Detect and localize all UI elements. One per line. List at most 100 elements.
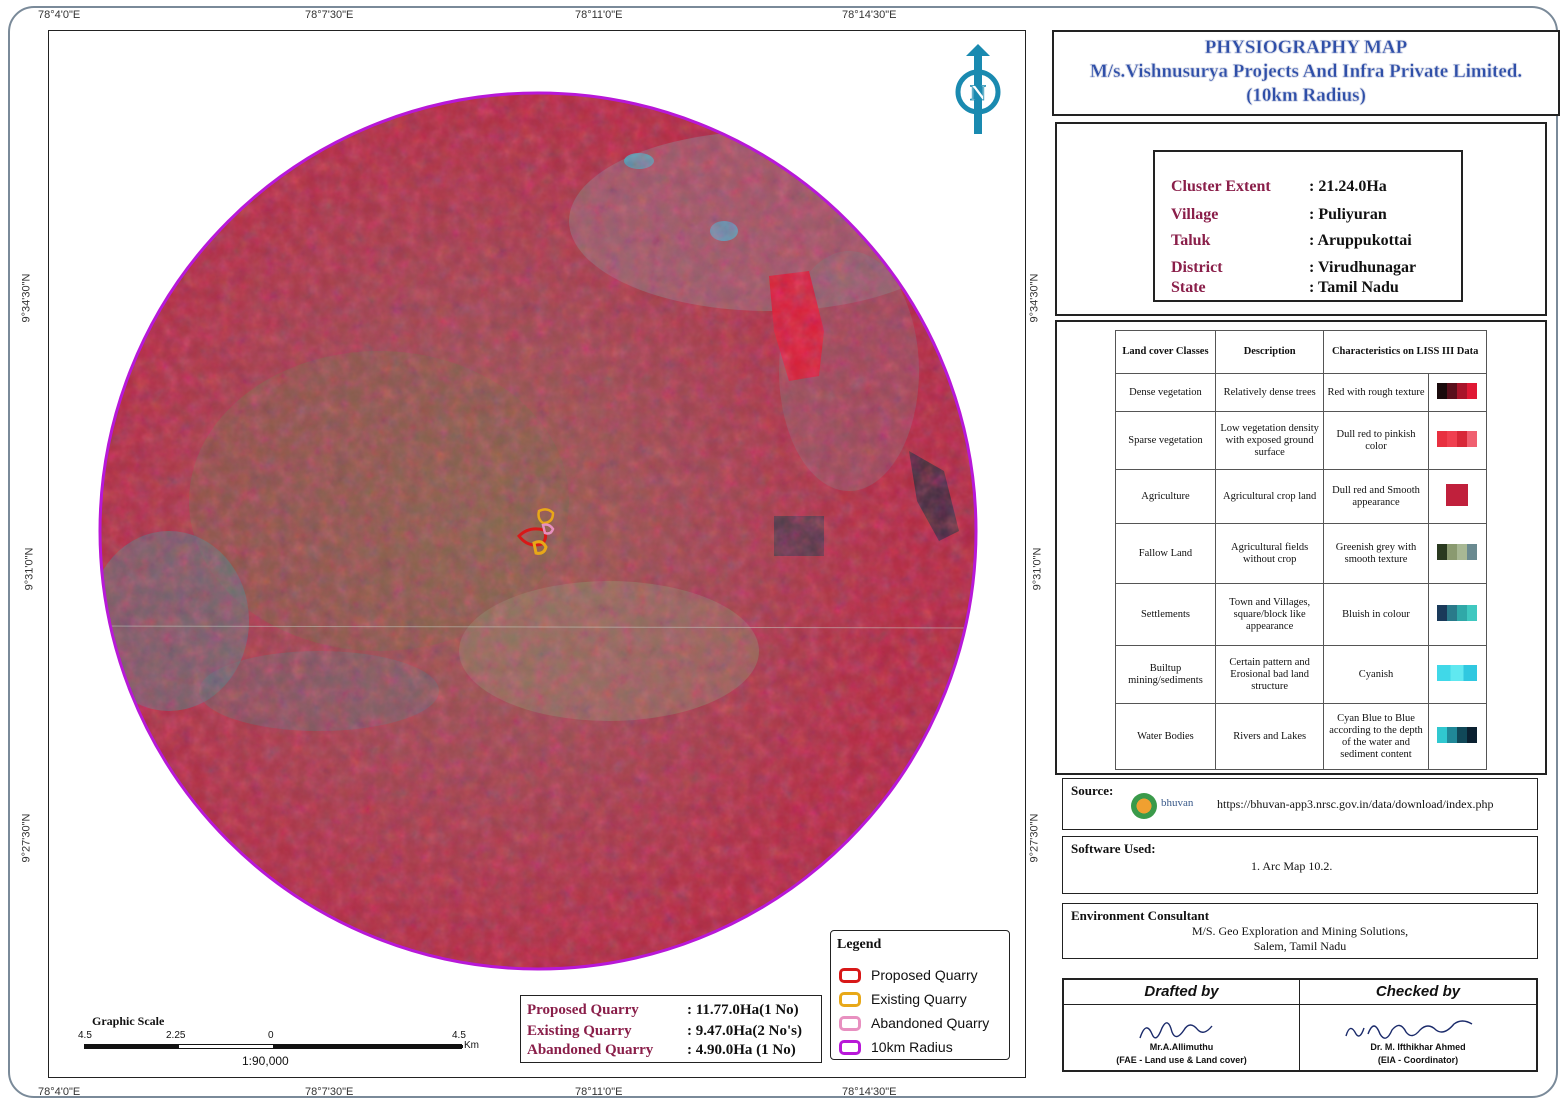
coord-bottom-1: 78°4'0"E — [38, 1086, 81, 1098]
drafted-signature-icon — [1139, 1022, 1213, 1039]
coord-top-3: 78°11'0"E — [575, 9, 623, 21]
coord-left-3: 9°27'30"N — [20, 813, 33, 863]
coord-bottom-3: 78°11'0"E — [575, 1086, 623, 1098]
lc-color-swatch — [1437, 664, 1478, 681]
existing-swatch — [839, 992, 861, 1007]
scale-tick-4: 4.5 — [452, 1030, 466, 1041]
coord-right-2: 9°31'0"N — [1031, 547, 1044, 591]
landcover-panel: Land cover Classes Description Character… — [1055, 320, 1547, 775]
lc-color-swatch — [1437, 726, 1478, 743]
site-info-panel: Cluster Extent: 21.24.0Ha Village: Puliy… — [1055, 122, 1547, 316]
lc-header-char: Characteristics on LISS III Data — [1323, 330, 1487, 374]
software-label: Software Used: — [1071, 841, 1156, 856]
consultant-label: Environment Consultant — [1071, 908, 1210, 923]
drafted-by-col: Drafted by Mr.A.Allimuthu (FAE - Land us… — [1064, 980, 1300, 1070]
lc-color-swatch — [1437, 604, 1478, 621]
lc-class: Sparse vegetation — [1115, 411, 1216, 470]
drafted-name: Mr.A.Allimuthu — [1149, 1042, 1214, 1052]
lc-color-swatch — [1437, 543, 1478, 560]
lc-char: Bluish in colour — [1323, 583, 1429, 646]
scale-bar — [84, 1044, 463, 1049]
scale-ratio: 1:90,000 — [242, 1054, 289, 1068]
bhuvan-logo-text: bhuvan — [1161, 797, 1194, 809]
coord-top-1: 78°4'0"E — [38, 9, 81, 21]
checked-header: Checked by — [1300, 980, 1536, 1005]
source-label: Source: — [1071, 783, 1114, 798]
coord-right-3: 9°27'30"N — [1028, 813, 1041, 863]
quarry-area-box: Proposed Quarry : 11.77.0Ha(1 No) Existi… — [520, 995, 822, 1063]
consultant-panel: Environment Consultant M/S. Geo Explorat… — [1062, 903, 1538, 959]
legend: Legend Proposed Quarry Existing Quarry A… — [830, 930, 1010, 1060]
coord-bottom-4: 78°14'30"E — [842, 1086, 897, 1098]
lc-desc: Low vegetation density with exposed grou… — [1214, 411, 1325, 470]
scale-tick-1: 4.5 — [78, 1030, 92, 1041]
lc-color-swatch — [1437, 382, 1478, 399]
checked-name: Dr. M. Ifthikhar Ahmed — [1370, 1042, 1466, 1052]
lc-header-class: Land cover Classes — [1115, 330, 1216, 374]
map-title-panel: PHYSIOGRAPHY MAP M/s.Vishnusurya Project… — [1052, 30, 1560, 116]
coord-top-4: 78°14'30"E — [842, 9, 897, 21]
lc-row: Agriculture Agricultural crop land Dull re… — [1115, 469, 1488, 524]
consultant-line2: Salem, Tamil Nadu — [1253, 939, 1347, 953]
bhuvan-logo-icon — [1131, 793, 1157, 819]
lc-swatch-cell — [1427, 469, 1488, 524]
lc-row: Fallow Land Agricultural fields without c… — [1115, 523, 1488, 584]
10km-radius-circle — [98, 91, 978, 971]
lc-char: Dull red to pinkish color — [1323, 411, 1429, 470]
lc-color-swatch — [1446, 483, 1469, 506]
source-url[interactable]: https://bhuvan-app3.nrsc.gov.in/data/dow… — [1217, 797, 1494, 811]
lc-desc: Certain pattern and Erosional bad land s… — [1214, 645, 1325, 704]
checked-by-col: Checked by Dr. M. Ifthikhar Ahmed (EIA -… — [1300, 980, 1536, 1070]
lc-row: Dense vegetation Relatively dense trees Re… — [1115, 373, 1488, 412]
lc-row: Water Bodies Rivers and Lakes Cyan Blue to… — [1115, 703, 1488, 770]
proposed-swatch — [839, 968, 861, 983]
scale-unit: Km — [464, 1040, 479, 1051]
north-arrow-icon: N — [946, 42, 1010, 138]
consultant-line1: M/S. Geo Exploration and Mining Solution… — [1191, 924, 1409, 938]
legend-title: Legend — [837, 937, 882, 952]
radius-swatch — [839, 1040, 861, 1055]
lc-swatch-cell — [1427, 583, 1488, 646]
lc-desc: Town and Villages, square/block like app… — [1214, 583, 1325, 646]
software-value: 1. Arc Map 10.2. — [1251, 859, 1333, 873]
coord-right-1: 9°34'30"N — [1028, 273, 1041, 323]
radius-image — [100, 93, 976, 969]
lc-desc: Relatively dense trees — [1214, 373, 1325, 412]
lc-class: Settlements — [1115, 583, 1216, 646]
quarry-cluster[interactable] — [517, 508, 555, 555]
coord-bottom-2: 78°7'30"E — [305, 1086, 354, 1098]
map-subtitle: M/s.Vishnusurya Projects And Infra Priva… — [1089, 61, 1523, 82]
map-frame[interactable] — [48, 30, 1026, 1078]
lc-class: Agriculture — [1115, 469, 1216, 524]
graphic-scale: Graphic Scale 4.5 2.25 0 4.5 Km 1:90,000 — [60, 1010, 500, 1070]
satellite-map[interactable] — [49, 31, 1026, 1078]
lc-class: Dense vegetation — [1115, 373, 1216, 412]
drafted-header: Drafted by — [1064, 980, 1299, 1005]
checked-signature-icon — [1345, 1020, 1473, 1039]
lc-char: Cyanish — [1323, 645, 1429, 704]
lc-desc: Rivers and Lakes — [1214, 703, 1325, 770]
scale-title: Graphic Scale — [92, 1014, 165, 1028]
software-panel: Software Used: 1. Arc Map 10.2. — [1062, 836, 1538, 894]
lc-char: Cyan Blue to Blue according to the depth… — [1323, 703, 1429, 770]
lc-row: Sparse vegetation Low vegetation density … — [1115, 411, 1488, 470]
lc-char: Red with rough texture — [1323, 373, 1429, 412]
lc-class: Water Bodies — [1115, 703, 1216, 770]
lc-swatch-cell — [1427, 523, 1488, 584]
lc-class: Fallow Land — [1115, 523, 1216, 584]
drafted-role: (FAE - Land use & Land cover) — [1116, 1055, 1247, 1065]
lc-desc: Agricultural crop land — [1214, 469, 1325, 524]
lc-char: Dull red and Smooth appearance — [1323, 469, 1429, 524]
coord-left-2: 9°31'0"N — [23, 547, 36, 591]
coord-top-2: 78°7'30"E — [305, 9, 354, 21]
lc-swatch-cell — [1427, 411, 1488, 470]
map-title: PHYSIOGRAPHY MAP — [1204, 37, 1408, 58]
map-radius-label: (10km Radius) — [1246, 85, 1366, 106]
abandoned-swatch — [839, 1016, 861, 1031]
signature-panel: Drafted by Mr.A.Allimuthu (FAE - Land us… — [1062, 978, 1538, 1072]
scale-tick-2: 2.25 — [166, 1030, 186, 1041]
landcover-table: Land cover Classes Description Character… — [1115, 330, 1488, 770]
lc-row: Builtup mining/sediments Certain pattern … — [1115, 645, 1488, 704]
lc-swatch-cell — [1427, 373, 1488, 412]
lc-desc: Agricultural fields without crop — [1214, 523, 1325, 584]
